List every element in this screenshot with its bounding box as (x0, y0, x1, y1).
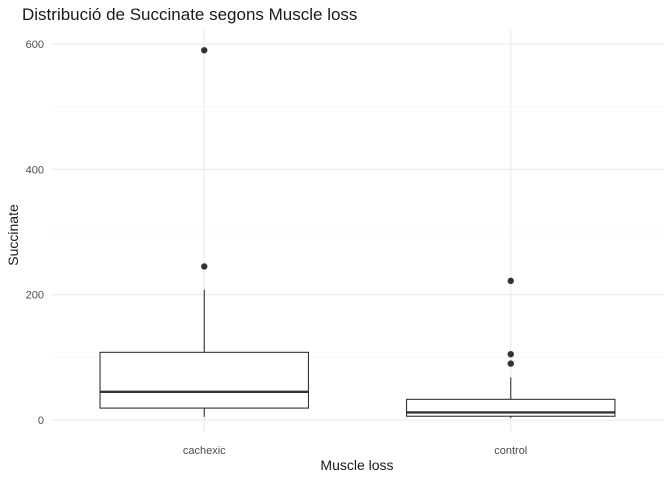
x-axis-title: Muscle loss (320, 457, 393, 473)
outlier-point (201, 47, 208, 54)
chart-title: Distribució de Succinate segons Muscle l… (22, 5, 357, 24)
box-cachexic (99, 47, 310, 417)
y-axis-tick-labels: 0 200 400 600 (26, 39, 44, 427)
x-tick-label: control (494, 445, 527, 457)
outlier-point (507, 277, 514, 285)
y-tick-label: 600 (26, 39, 44, 51)
y-tick-label: 400 (26, 164, 44, 176)
x-axis-tick-labels: cachexic control (183, 445, 527, 457)
box-series (99, 47, 616, 419)
outlier-point (201, 263, 208, 270)
outlier-point (507, 351, 514, 358)
minor-gridlines (51, 106, 664, 358)
x-tick-label: cachexic (183, 445, 226, 457)
box-control (405, 277, 616, 419)
iqr-box (99, 351, 310, 409)
iqr-box (405, 398, 616, 417)
outlier-point (507, 360, 514, 367)
y-tick-label: 0 (38, 415, 44, 427)
y-tick-label: 200 (26, 290, 44, 302)
y-axis-title: Succinate (5, 204, 21, 266)
